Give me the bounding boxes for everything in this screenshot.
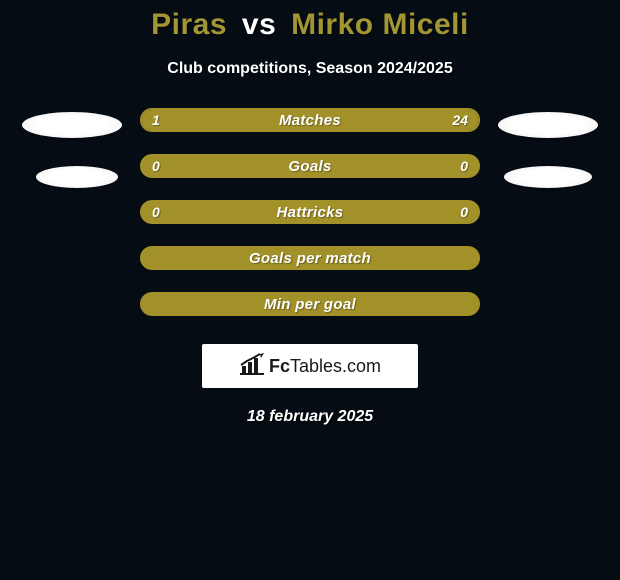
team-badge-placeholder-icon — [22, 112, 122, 138]
stat-label: Min per goal — [142, 294, 478, 314]
team-badge-placeholder-icon — [504, 166, 592, 188]
brand-logo: FcTables.com — [239, 353, 381, 380]
title-vs: vs — [242, 8, 276, 41]
stat-bar: Min per goal — [140, 292, 480, 316]
subtitle: Club competitions, Season 2024/2025 — [167, 60, 452, 78]
stat-bar: 00Goals — [140, 154, 480, 178]
date-line: 18 february 2025 — [247, 408, 373, 426]
stat-bars-column: 124Matches 00Goals 00Hattricks Goals per ma… — [140, 108, 480, 316]
title-player1: Piras — [151, 8, 227, 41]
bar-chart-icon — [239, 353, 265, 380]
title-player2: Mirko Miceli — [291, 8, 469, 41]
stats-area: 124Matches 00Goals 00Hattricks Goals per ma… — [0, 108, 620, 316]
root-container: Piras vs Mirko Miceli Club competitions,… — [0, 0, 620, 426]
team-badge-placeholder-icon — [498, 112, 598, 138]
stat-bar: 124Matches — [140, 108, 480, 132]
brand-rest: Tables — [290, 356, 342, 376]
team-badge-placeholder-icon — [36, 166, 118, 188]
right-badge-column — [498, 108, 598, 316]
stat-label: Goals per match — [142, 248, 478, 268]
brand-text: FcTables.com — [269, 356, 381, 377]
left-badge-column — [22, 108, 122, 316]
brand-suffix: .com — [342, 356, 381, 376]
brand-logo-box: FcTables.com — [202, 344, 418, 388]
page-title: Piras vs Mirko Miceli — [151, 8, 469, 42]
brand-bold: Fc — [269, 356, 290, 376]
stat-label: Matches — [142, 110, 478, 130]
stat-bar: Goals per match — [140, 246, 480, 270]
stat-bar: 00Hattricks — [140, 200, 480, 224]
stat-label: Goals — [142, 156, 478, 176]
stat-label: Hattricks — [142, 202, 478, 222]
